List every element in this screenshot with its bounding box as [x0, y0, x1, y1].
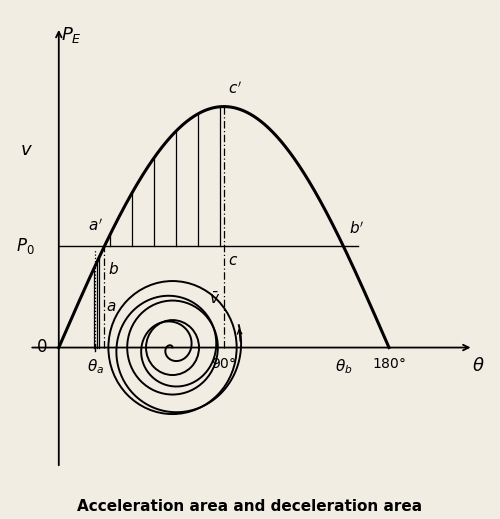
Text: $a$: $a$: [106, 299, 117, 313]
Text: $P_E$: $P_E$: [60, 24, 82, 45]
Text: $P_0$: $P_0$: [16, 236, 35, 256]
Text: $\theta_b$: $\theta_b$: [334, 357, 352, 376]
Text: $c'$: $c'$: [228, 80, 241, 97]
Text: $\theta$: $\theta$: [472, 357, 484, 375]
Text: Acceleration area and deceleration area: Acceleration area and deceleration area: [78, 499, 422, 514]
Text: $90°$: $90°$: [211, 357, 236, 371]
Text: $0$: $0$: [36, 339, 48, 356]
Text: $b$: $b$: [108, 261, 119, 277]
Text: $\theta_a$: $\theta_a$: [87, 357, 104, 376]
Text: $c$: $c$: [228, 254, 237, 268]
Text: $v$: $v$: [20, 141, 33, 159]
Text: $b'$: $b'$: [349, 220, 364, 237]
Text: $180°$: $180°$: [372, 357, 406, 371]
Text: $a'$: $a'$: [88, 217, 102, 234]
Text: $\bar{v}$: $\bar{v}$: [209, 291, 220, 307]
